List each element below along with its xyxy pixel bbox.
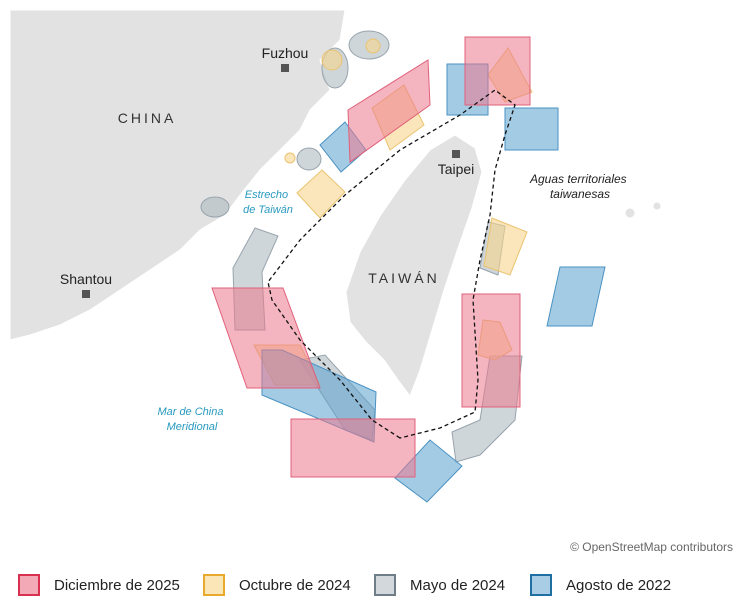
legend-label: Mayo de 2024 <box>410 576 506 594</box>
taiwan-land <box>345 134 483 398</box>
place-label: Fuzhou <box>262 45 309 61</box>
zone <box>504 107 559 151</box>
zone <box>464 36 531 106</box>
zone <box>365 38 381 54</box>
map: Fuzhou CHINA Estrecho de Taiwán Taipei A… <box>9 9 733 554</box>
label-line: Aguas territoriales <box>529 172 627 186</box>
zone <box>296 147 322 171</box>
legend-label: Agosto de 2022 <box>566 576 672 594</box>
legend-item: Diciembre de 2025 <box>18 572 180 598</box>
label-line: Meridional <box>167 421 218 433</box>
legend-swatch <box>18 574 40 596</box>
zones-dec-2025 <box>211 36 531 478</box>
legend-swatch <box>203 574 225 596</box>
legend-label: Diciembre de 2025 <box>54 576 180 594</box>
sea-label: Mar de China Meridional <box>157 406 226 433</box>
zone <box>284 152 296 164</box>
legend-swatch <box>374 574 396 596</box>
place-label: Shantou <box>60 271 112 287</box>
sea-label: Estrecho de Taiwán <box>243 189 293 216</box>
legend-item: Octubre de 2024 <box>203 572 351 598</box>
zone <box>200 196 230 218</box>
place-label: Taipei <box>438 161 475 177</box>
legend-label: Octubre de 2024 <box>239 576 351 594</box>
country-label: CHINA <box>118 110 177 126</box>
legend-item: Mayo de 2024 <box>374 572 505 598</box>
zone <box>546 266 606 327</box>
label-line: Estrecho <box>245 189 288 201</box>
zone <box>211 287 321 389</box>
city-marker <box>452 150 460 158</box>
label-line: taiwanesas <box>550 187 610 201</box>
label-line: Mar de China <box>157 406 223 418</box>
water-label: Aguas territoriales taiwanesas <box>529 172 630 201</box>
legend-item: Agosto de 2022 <box>530 572 671 598</box>
zone <box>483 217 528 276</box>
attribution: © OpenStreetMap contributors <box>570 540 733 554</box>
territorial-limit <box>267 89 516 439</box>
islet <box>652 201 662 211</box>
city-marker <box>281 64 289 72</box>
city-marker <box>82 290 90 298</box>
zone <box>321 49 343 71</box>
zone <box>461 293 521 408</box>
zone <box>296 169 346 219</box>
zone <box>394 439 463 503</box>
islet <box>624 207 636 219</box>
zone <box>347 59 431 163</box>
country-label: TAIWÁN <box>368 270 439 286</box>
legend-swatch <box>530 574 552 596</box>
zone <box>290 418 416 478</box>
label-line: de Taiwán <box>243 204 293 216</box>
